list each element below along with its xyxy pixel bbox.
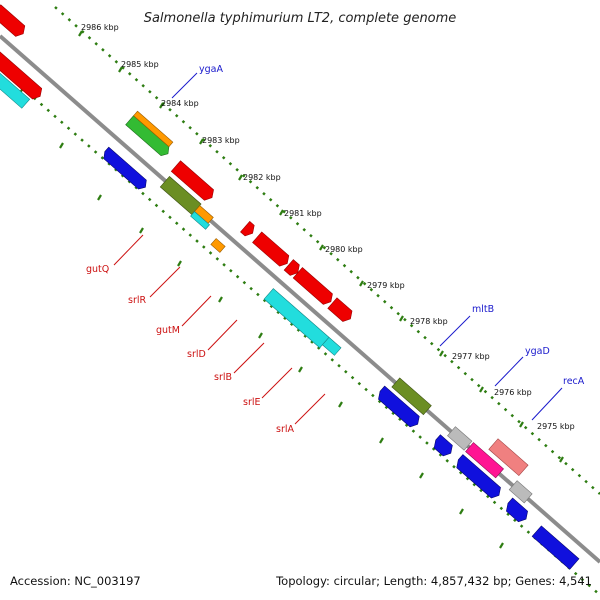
inner-ruler-line xyxy=(0,67,600,596)
gene-srlA-cyan[interactable] xyxy=(321,336,342,356)
gene-cyan-left[interactable] xyxy=(0,43,31,109)
gene-srlA-red[interactable] xyxy=(292,267,335,307)
kbp-label: 2981 kbp xyxy=(284,209,322,218)
kbp-label: 2980 kbp xyxy=(325,245,363,254)
gene-label-mltB[interactable]: mltB xyxy=(472,304,494,315)
kbp-labels: 2986 kbp 2985 kbp 2984 kbp 2983 kbp 2982… xyxy=(81,23,575,431)
gene-srlR-red[interactable] xyxy=(170,160,216,203)
accession-label: Accession: NC_003197 xyxy=(10,574,141,588)
kbp-label: 2982 kbp xyxy=(243,173,281,182)
gene-gutM[interactable] xyxy=(210,238,226,253)
gene-red-top-left[interactable] xyxy=(0,4,28,39)
gene-blue-right[interactable] xyxy=(503,497,530,524)
gene-srlA-red2[interactable] xyxy=(327,297,355,324)
map-title: Salmonella typhimurium LT2, complete gen… xyxy=(144,11,457,26)
kbp-label: 2976 kbp xyxy=(494,388,532,397)
kbp-label: 2978 kbp xyxy=(410,317,448,326)
gene-label-srlE[interactable]: srlE xyxy=(243,397,261,408)
forward-gene-labels: ygaA mltB ygaD recA xyxy=(171,64,585,421)
gene-ygaD-gray[interactable] xyxy=(447,426,473,451)
gene-label-srlA[interactable]: srlA xyxy=(276,424,294,435)
gene-ygaD-blue[interactable] xyxy=(431,434,455,459)
gene-salmon-right[interactable] xyxy=(488,438,529,477)
gene-srlB[interactable] xyxy=(252,231,292,269)
inner-ruler-ticks xyxy=(19,87,504,549)
gene-label-recA[interactable]: recA xyxy=(563,376,585,387)
kbp-label: 2977 kbp xyxy=(452,352,490,361)
gene-srlD[interactable] xyxy=(240,220,257,238)
gene-ygaD[interactable] xyxy=(465,442,504,479)
gene-label-gutQ[interactable]: gutQ xyxy=(86,264,109,275)
gene-label-srlR[interactable]: srlR xyxy=(128,295,146,306)
gene-blue-far-right[interactable] xyxy=(531,525,580,570)
outer-ruler-ticks xyxy=(78,30,564,463)
topology-label: Topology: circular; Length: 4,857,432 bp… xyxy=(275,574,592,588)
kbp-label: 2983 kbp xyxy=(202,136,240,145)
gene-label-ygaA[interactable]: ygaA xyxy=(199,64,223,75)
gene-label-srlB[interactable]: srlB xyxy=(214,372,232,383)
kbp-label: 2975 kbp xyxy=(537,422,575,431)
gene-srlR-cyan[interactable] xyxy=(190,211,210,230)
gene-label-gutM[interactable]: gutM xyxy=(156,325,180,336)
kbp-label: 2979 kbp xyxy=(367,281,405,290)
kbp-label: 2984 kbp xyxy=(161,99,199,108)
gene-mltB-blue[interactable] xyxy=(375,385,422,429)
genome-backbone xyxy=(0,34,600,564)
gene-label-srlD[interactable]: srlD xyxy=(187,349,206,360)
gene-srlE-red[interactable] xyxy=(283,259,302,278)
gene-srlE[interactable] xyxy=(263,288,330,349)
gene-ygaA-orange[interactable] xyxy=(133,110,174,148)
kbp-label: 2986 kbp xyxy=(81,23,119,32)
gene-recA-gray[interactable] xyxy=(508,480,533,504)
kbp-label: 2985 kbp xyxy=(121,60,159,69)
reverse-gene-labels: gutQ srlR gutM srlD srlB srlE srlA xyxy=(86,234,326,435)
gene-label-ygaD[interactable]: ygaD xyxy=(525,346,550,357)
gene-red-left[interactable] xyxy=(0,44,45,102)
gene-mltB[interactable] xyxy=(391,377,432,416)
gene-blue-ygaA[interactable] xyxy=(101,146,150,192)
gene-recA-blue[interactable] xyxy=(454,454,504,501)
